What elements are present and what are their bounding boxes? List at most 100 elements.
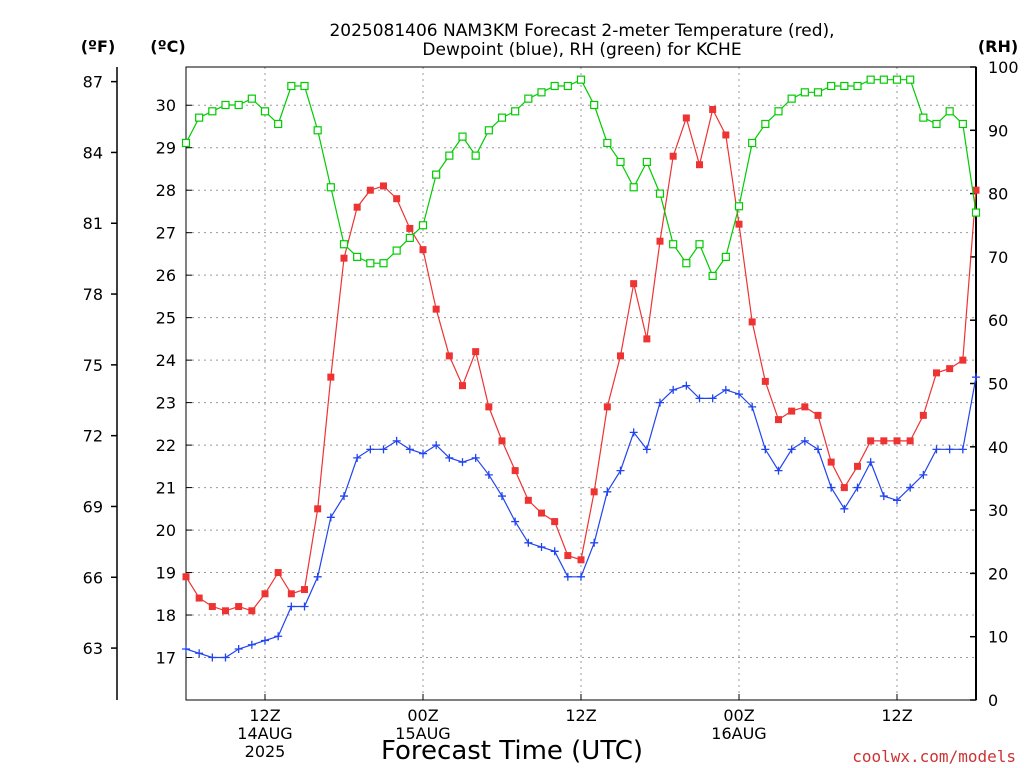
dewpoint-point <box>840 504 849 513</box>
rh-point <box>629 183 638 192</box>
temperature-point <box>722 131 730 139</box>
temperature-point <box>788 407 796 415</box>
temperature-point <box>748 318 756 326</box>
rh-point <box>853 81 862 91</box>
celsius-tick-label: 28 <box>156 181 176 200</box>
fahrenheit-tick-label: 66 <box>83 568 103 587</box>
rh-tick-label: 10 <box>988 628 1008 647</box>
rh-point <box>695 240 704 249</box>
temperature-point <box>919 411 927 419</box>
dewpoint-point <box>669 385 678 394</box>
rh-point <box>576 75 586 84</box>
dewpoint-point <box>445 453 454 462</box>
rh-tick-label: 60 <box>988 311 1008 330</box>
rh-point <box>260 107 270 116</box>
celsius-tick-label: 26 <box>156 266 176 285</box>
temperature-point <box>709 105 717 113</box>
fahrenheit-tick-label: 75 <box>83 356 103 375</box>
temperature-point <box>801 403 809 411</box>
temperature-point <box>669 152 677 160</box>
dewpoint-point <box>471 453 480 462</box>
dewpoint-point <box>629 428 638 437</box>
rh-point <box>813 88 823 97</box>
rh-point <box>511 107 520 116</box>
dewpoint-point <box>774 466 783 475</box>
temperature-point <box>393 195 401 203</box>
credit-text: coolwx.com/models <box>852 747 1016 766</box>
temperature-point <box>867 437 875 445</box>
rh-point <box>537 88 546 97</box>
fahrenheit-tick-label: 69 <box>83 497 103 516</box>
dewpoint-point <box>484 470 493 479</box>
celsius-tick-label: 21 <box>156 479 176 498</box>
dewpoint-point <box>432 441 441 450</box>
dewpoint-point <box>800 436 809 445</box>
dewpoint-point <box>550 547 559 556</box>
rh-point <box>774 107 783 116</box>
rh-point <box>326 183 335 192</box>
dewpoint-point <box>274 632 283 641</box>
dewpoint-point <box>932 445 941 454</box>
celsius-tick-label: 25 <box>156 309 176 328</box>
dewpoint-point <box>208 653 217 662</box>
dewpoint-point <box>300 602 309 611</box>
dewpoint-point <box>234 645 243 654</box>
x-tick-label: 00Z <box>723 706 754 725</box>
dewpoint-point <box>879 492 888 501</box>
temperature-point <box>406 224 414 232</box>
temperature-point <box>617 352 624 360</box>
data-series <box>181 75 981 662</box>
temperature-point <box>432 305 440 313</box>
x-tick-label: 12Z <box>249 706 280 725</box>
rh-point <box>945 107 954 116</box>
dewpoint-point <box>537 543 546 552</box>
rh-point <box>484 126 493 135</box>
rh-tick-label: 100 <box>988 58 1019 77</box>
dewpoint-point <box>945 445 954 454</box>
temperature-point <box>933 369 940 377</box>
rh-point <box>353 252 362 261</box>
dewpoint-point <box>748 402 757 411</box>
rh-point <box>418 221 428 230</box>
temperature-point <box>696 161 703 169</box>
dewpoint-point <box>708 394 717 403</box>
dewpoint-point <box>221 653 230 662</box>
rh-axis-label: (RH) <box>978 37 1018 56</box>
fahrenheit-tick-label: 87 <box>83 73 103 92</box>
temperature-point <box>511 467 519 475</box>
temperature-point <box>590 488 598 496</box>
temperature-point <box>643 335 651 343</box>
dewpoint-point <box>419 449 427 458</box>
dewpoint-point <box>458 458 467 467</box>
rh-tick-label: 40 <box>988 438 1008 457</box>
temperature-point <box>814 411 822 419</box>
dewpoint-point <box>656 398 664 407</box>
fahrenheit-tick-label: 81 <box>83 214 103 233</box>
rh-point <box>379 259 388 268</box>
temperature-point <box>445 352 453 360</box>
x-axis-label: Forecast Time (UTC) <box>381 736 643 766</box>
rh-point <box>682 259 691 268</box>
dewpoint-point <box>906 483 915 492</box>
rh-point <box>234 100 243 110</box>
rh-point <box>866 75 875 84</box>
chart-title-line2: Dewpoint (blue), RH (green) for KCHE <box>422 40 741 60</box>
x-tick-label: 00Z <box>407 706 438 725</box>
dewpoint-point <box>761 445 770 454</box>
rh-point <box>524 94 533 103</box>
rh-point <box>195 113 204 122</box>
dewpoint-point <box>827 483 836 492</box>
celsius-tick-label: 24 <box>156 351 176 370</box>
temperature-point <box>946 365 954 373</box>
fahrenheit-axis-label: (ºF) <box>81 37 116 56</box>
temperature-point <box>840 484 848 492</box>
rh-point <box>497 113 507 122</box>
dewpoint-point <box>893 496 901 505</box>
dewpoint-point <box>603 487 612 496</box>
dewpoint-point <box>695 394 704 403</box>
celsius-tick-label: 20 <box>156 521 176 540</box>
fahrenheit-tick-label: 84 <box>83 143 103 162</box>
rh-point <box>655 189 665 198</box>
rh-point <box>800 88 809 97</box>
dewpoint-point <box>814 445 822 454</box>
